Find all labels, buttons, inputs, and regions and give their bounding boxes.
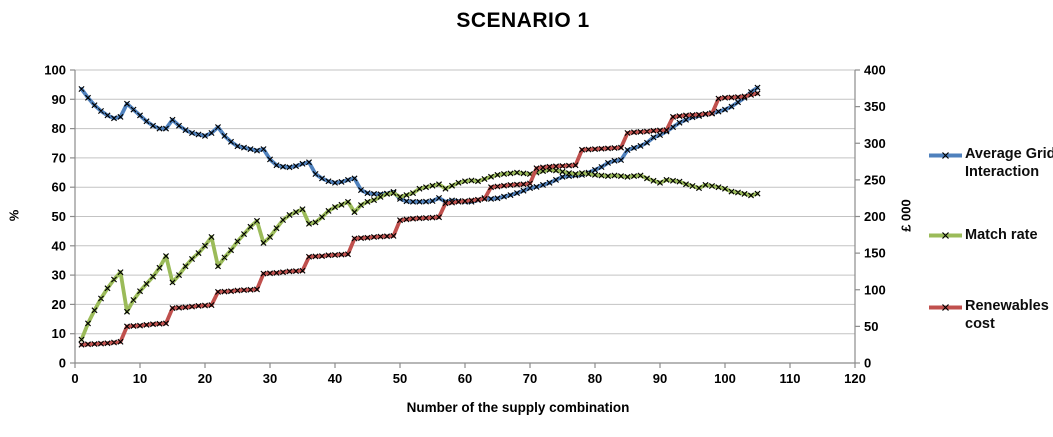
x-tick-label: 70 [523, 371, 537, 386]
y-left-tick-label: 90 [52, 92, 66, 107]
x-tick-label: 120 [844, 371, 866, 386]
chart-title: SCENARIO 1 [456, 9, 590, 32]
legend-item-renewables-cost: Renewables cost [928, 298, 1053, 333]
line-marker-icon [929, 152, 962, 159]
y-right-tick-label: 400 [864, 63, 886, 78]
x-tick-label: 100 [714, 371, 736, 386]
y-left-tick-label: 0 [59, 356, 66, 371]
y-right-tick-label: 50 [864, 319, 878, 334]
y-right-tick-label: 0 [864, 356, 871, 371]
x-tick-label: 10 [133, 371, 147, 386]
x-markers [78, 84, 761, 205]
x-tick-label: 30 [263, 371, 277, 386]
x-tick-label: 60 [458, 371, 472, 386]
y-right-tick-label: 100 [864, 282, 886, 297]
x-tick-label: 90 [653, 371, 667, 386]
y-left-tick-label: 30 [52, 268, 66, 283]
x-tick-label: 40 [328, 371, 342, 386]
x-tick-label: 20 [198, 371, 212, 386]
axes [70, 69, 860, 368]
x-tick-label: 50 [393, 371, 407, 386]
legend-item-average-grid-interaction: Average Grid Interaction [928, 146, 1053, 181]
y-right-tick-label: 150 [864, 246, 886, 261]
line-marker-icon [929, 304, 962, 311]
tick-labels: 0102030405060708090100050100150200250300… [44, 63, 885, 387]
legend: Average Grid Interaction Match rate Rene… [928, 0, 1053, 437]
gridlines [75, 69, 855, 335]
x-tick-label: 0 [71, 371, 78, 386]
y-right-tick-label: 300 [864, 136, 886, 151]
y-left-tick-label: 20 [52, 297, 66, 312]
line-marker-icon [929, 232, 962, 239]
x-markers [78, 90, 761, 348]
y-axis-title-left: % [6, 209, 22, 222]
y-left-tick-label: 40 [52, 238, 66, 253]
y-right-tick-label: 250 [864, 172, 886, 187]
legend-label: Match rate [965, 227, 1038, 243]
x-markers [78, 166, 761, 343]
legend-label: Renewables cost [965, 298, 1049, 332]
x-axis-title: Number of the supply combination [406, 400, 630, 415]
series-renewables-cost [78, 90, 761, 348]
x-tick-label: 80 [588, 371, 602, 386]
series-average-grid-interaction [78, 84, 761, 205]
y-left-tick-label: 50 [52, 209, 66, 224]
y-left-tick-label: 80 [52, 121, 66, 136]
y-left-tick-label: 60 [52, 180, 66, 195]
legend-item-match-rate: Match rate [928, 226, 1053, 245]
legend-label: Average Grid Interaction [965, 146, 1053, 180]
y-axis-title-right: £ 000 [898, 199, 914, 232]
x-tick-label: 110 [780, 371, 801, 386]
y-right-tick-label: 200 [864, 209, 886, 224]
y-left-tick-label: 100 [44, 63, 66, 78]
series-match-rate [78, 166, 761, 343]
y-left-tick-label: 70 [52, 150, 66, 165]
y-right-tick-label: 350 [864, 99, 886, 114]
y-left-tick-label: 10 [52, 326, 66, 341]
